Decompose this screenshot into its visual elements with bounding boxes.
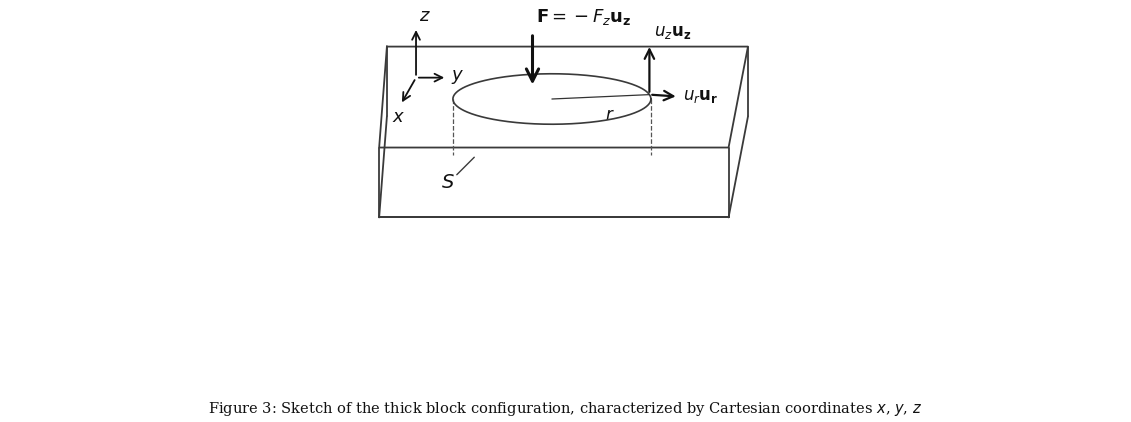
Text: $r$: $r$ bbox=[605, 106, 614, 124]
Text: $u_r\mathbf{u_r}$: $u_r\mathbf{u_r}$ bbox=[683, 88, 718, 105]
Text: $x$: $x$ bbox=[392, 108, 405, 126]
Text: $y$: $y$ bbox=[451, 68, 465, 86]
Text: $z$: $z$ bbox=[420, 7, 431, 25]
Text: $\mathbf{F} = -F_z\mathbf{u_z}$: $\mathbf{F} = -F_z\mathbf{u_z}$ bbox=[536, 7, 632, 27]
Text: Figure 3: Sketch of the thick block configuration, characterized by Cartesian co: Figure 3: Sketch of the thick block conf… bbox=[208, 400, 923, 418]
Text: $u_z\mathbf{u_z}$: $u_z\mathbf{u_z}$ bbox=[654, 24, 691, 41]
Text: $S$: $S$ bbox=[441, 174, 455, 192]
